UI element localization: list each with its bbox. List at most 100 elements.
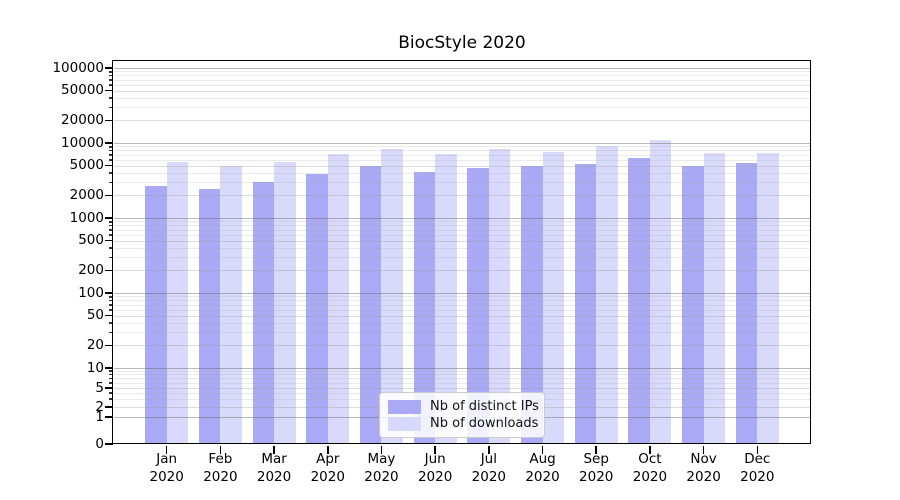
x-tick-mark <box>488 445 490 454</box>
gridline-minor <box>114 79 810 81</box>
bar-jan-distinct-ips <box>145 186 167 444</box>
y-minor-tick-mark <box>109 224 113 227</box>
legend-entry-downloads: Nb of downloads <box>388 416 539 431</box>
y-minor-tick-mark <box>109 149 113 152</box>
y-tick-label: 100 <box>78 284 104 301</box>
x-tick-label-oct: Oct 2020 <box>620 450 680 486</box>
bar-dec-distinct-ips <box>735 163 758 444</box>
x-tick-label-jun: Jun 2020 <box>405 450 465 486</box>
gridline-minor <box>114 172 810 174</box>
x-tick-year: 2020 <box>740 469 775 485</box>
x-tick-year: 2020 <box>149 469 184 485</box>
y-tick-label: 20000 <box>61 111 104 128</box>
gridline-major <box>114 68 810 69</box>
x-tick-mark <box>702 445 705 454</box>
y-minor-tick-mark <box>109 172 113 174</box>
x-tick-mark <box>165 445 168 454</box>
legend-entry-distinct-ips: Nb of distinct IPs <box>388 399 539 414</box>
bar-jul-downloads <box>488 148 511 444</box>
x-tick-mark <box>649 445 651 454</box>
legend-swatch-distinct-ips <box>388 399 421 414</box>
gridline-minor <box>114 225 810 227</box>
y-tick-mark <box>105 314 113 317</box>
y-tick-label: 1000 <box>69 209 104 226</box>
x-tick-year: 2020 <box>203 469 238 485</box>
bar-aug-downloads <box>542 151 565 444</box>
x-tick-mark <box>380 445 383 454</box>
x-tick-year: 2020 <box>256 469 292 485</box>
gridline-minor <box>114 309 810 311</box>
y-minor-tick-mark <box>109 370 113 372</box>
y-tick-label: 5000 <box>69 157 104 174</box>
y-tick-label: 10000 <box>61 134 104 151</box>
x-tick-mark <box>541 445 544 454</box>
bar-jun-downloads <box>435 153 457 444</box>
bar-jun-distinct-ips <box>413 171 436 444</box>
bar-feb-distinct-ips <box>198 189 221 444</box>
bar-mar-downloads <box>274 161 296 444</box>
legend-swatch-downloads <box>388 416 421 431</box>
legend-label-downloads: Nb of downloads <box>430 416 539 431</box>
gridline-minor <box>114 257 810 259</box>
bar-sep-downloads <box>596 146 618 444</box>
y-minor-tick-mark <box>109 377 113 380</box>
bar-nov-downloads <box>703 152 726 444</box>
x-tick-year: 2020 <box>310 469 345 485</box>
gridline-minor <box>114 75 810 77</box>
bar-aug-distinct-ips <box>521 166 543 444</box>
y-minor-tick-mark <box>109 181 113 184</box>
y-tick-mark <box>105 164 113 167</box>
gridline-major <box>114 143 810 144</box>
x-tick-label-apr: Apr 2020 <box>298 450 358 486</box>
y-tick-mark <box>105 67 113 69</box>
bar-jul-distinct-ips <box>467 167 489 444</box>
gridline-minor <box>114 150 810 152</box>
legend-label-distinct-ips: Nb of distinct IPs <box>430 399 539 414</box>
gridline-mid <box>114 315 810 317</box>
gridline-major <box>114 368 810 369</box>
y-tick-mark <box>105 239 113 242</box>
gridline-minor <box>114 182 810 184</box>
y-minor-tick-mark <box>109 220 113 223</box>
gridline-minor <box>114 97 810 99</box>
y-minor-tick-mark <box>109 256 113 259</box>
y-minor-tick-mark <box>109 309 113 311</box>
gridline-minor <box>114 382 810 384</box>
x-tick-mark <box>219 445 222 454</box>
y-minor-tick-mark <box>109 304 113 306</box>
gridline-minor <box>114 370 810 372</box>
y-minor-tick-mark <box>109 74 113 77</box>
gridline-minor <box>114 159 810 161</box>
y-tick-mark <box>105 217 113 219</box>
bar-apr-downloads <box>327 154 350 444</box>
y-minor-tick-mark <box>109 398 113 400</box>
y-minor-tick-mark <box>109 159 113 161</box>
x-tick-mark <box>326 445 329 454</box>
x-tick-label-jan: Jan 2020 <box>137 450 197 486</box>
y-minor-tick-mark <box>109 229 113 231</box>
y-tick-label: 2000 <box>69 186 104 203</box>
x-tick-year: 2020 <box>471 469 507 485</box>
x-tick-label-jul: Jul 2020 <box>459 450 519 486</box>
gridline-minor <box>114 322 810 324</box>
bar-jan-downloads <box>166 162 189 444</box>
y-tick-label: 1 <box>95 408 104 425</box>
gridline-mid <box>114 240 810 242</box>
y-tick-label: 100000 <box>52 59 104 76</box>
y-tick-label: 10 <box>86 359 104 376</box>
y-minor-tick-mark <box>109 106 113 109</box>
y-tick-mark <box>105 142 113 144</box>
y-minor-tick-mark <box>109 145 113 148</box>
gridline-mid <box>114 120 810 122</box>
x-tick-label-feb: Feb 2020 <box>190 450 250 486</box>
bar-may-distinct-ips <box>359 166 382 444</box>
bar-feb-downloads <box>220 165 242 444</box>
y-tick-label: 0 <box>95 435 104 452</box>
y-tick-label: 200 <box>78 261 104 278</box>
gridline-mid <box>114 270 810 272</box>
y-tick-mark <box>105 406 113 408</box>
x-tick-year: 2020 <box>417 469 453 485</box>
gridline-mid <box>114 90 810 92</box>
gridline-minor <box>114 332 810 334</box>
